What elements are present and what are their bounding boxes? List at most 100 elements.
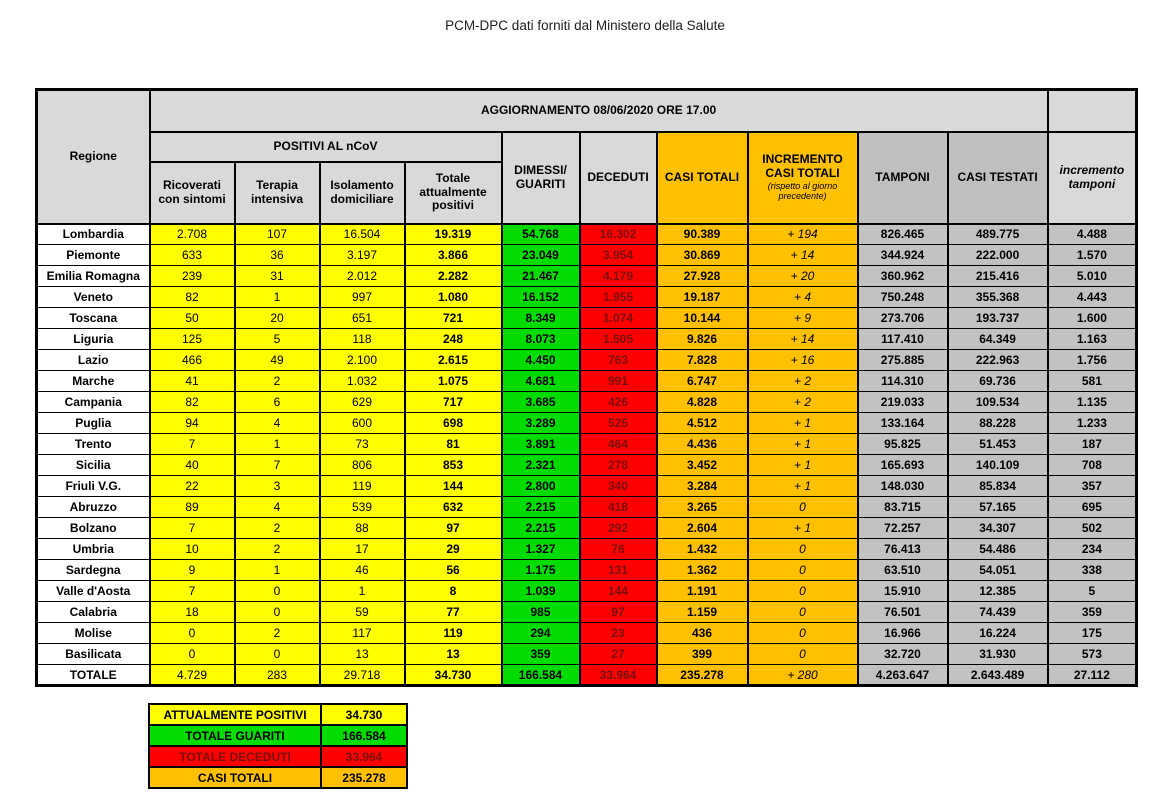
cell-casi-totali: 4.828: [655, 391, 749, 413]
cell-terapia-intensiva: 5: [233, 328, 321, 350]
cell-casi-totali: 1.432: [655, 538, 749, 560]
cell-tamponi: 95.825: [856, 433, 949, 455]
cell-totale-positivi: 717: [403, 391, 503, 413]
cell-ricoverati: 2.708: [148, 223, 236, 245]
cell-ricoverati: 82: [148, 286, 236, 308]
cell-isolamento: 1.032: [318, 370, 406, 392]
cell-totale-positivi: 119: [403, 622, 503, 644]
cell-dimessi-guariti: 3.289: [500, 412, 581, 434]
summary-label: ATTUALMENTE POSITIVI: [148, 703, 322, 726]
cell-dimessi-guariti: 985: [500, 601, 581, 623]
cell-terapia-intensiva: 3: [233, 475, 321, 497]
cell-totale-positivi: 1.075: [403, 370, 503, 392]
summary-value: 33.964: [320, 745, 408, 768]
cell-isolamento: 46: [318, 559, 406, 581]
cell-isolamento: 13: [318, 643, 406, 665]
cell-isolamento: 539: [318, 496, 406, 518]
cell-dimessi-guariti: 2.215: [500, 496, 581, 518]
cell-incremento-casi: + 4: [746, 286, 859, 308]
cell-dimessi-guariti: 8.073: [500, 328, 581, 350]
cell-casi-totali: 399: [655, 643, 749, 665]
table-row: Friuli V.G. 22 3 119 144 2.800 340 3.284 + 1 148.…: [35, 475, 1138, 497]
cell-totale-positivi: 144: [403, 475, 503, 497]
region-name: Lazio: [35, 349, 151, 371]
cell-ricoverati: 633: [148, 244, 236, 266]
cell-tamponi: 15.910: [856, 580, 949, 602]
cell-totale-positivi: 8: [403, 580, 503, 602]
cell-incremento-tamponi: 1.135: [1046, 391, 1138, 413]
summary-label: TOTALE GUARITI: [148, 724, 322, 747]
cell-incremento-casi: + 14: [746, 328, 859, 350]
cell-casi-totali: 436: [655, 622, 749, 644]
cell-tamponi: 72.257: [856, 517, 949, 539]
cell-incremento-tamponi: 359: [1046, 601, 1138, 623]
cell-tamponi: 165.693: [856, 454, 949, 476]
region-name: Marche: [35, 370, 151, 392]
cell-terapia-intensiva: 6: [233, 391, 321, 413]
cell-tamponi: 63.510: [856, 559, 949, 581]
column-header-deceduti: DECEDUTI: [578, 130, 658, 225]
cell-ricoverati: 9: [148, 559, 236, 581]
region-name: Sicilia: [35, 454, 151, 476]
cell-tamponi: 133.164: [856, 412, 949, 434]
cell-incremento-tamponi: 175: [1046, 622, 1138, 644]
cell-terapia-intensiva: 1: [233, 286, 321, 308]
table-row: Lazio 466 49 2.100 2.615 4.450 763 7.828 + 16 275…: [35, 349, 1138, 371]
cell-ricoverati: 41: [148, 370, 236, 392]
cell-ricoverati: 18: [148, 601, 236, 623]
table-row: Valle d'Aosta 7 0 1 8 1.039 144 1.191 0 15.910 12.…: [35, 580, 1138, 602]
cell-incremento-tamponi: 708: [1046, 454, 1138, 476]
cell-totale-positivi: 248: [403, 328, 503, 350]
cell-incremento-casi: 0: [746, 538, 859, 560]
cell-totale-positivi: 632: [403, 496, 503, 518]
cell-incremento-casi: 0: [746, 580, 859, 602]
cell-isolamento: 73: [318, 433, 406, 455]
summary-value: 34.730: [320, 703, 408, 726]
cell-terapia-intensiva: 4: [233, 412, 321, 434]
cell-totale-positivi: 2.282: [403, 265, 503, 287]
cell-deceduti: 97: [578, 601, 658, 623]
cell-incremento-casi: + 16: [746, 349, 859, 371]
cell-tamponi: 148.030: [856, 475, 949, 497]
cell-dimessi-guariti: 54.768: [500, 223, 581, 245]
summary-label: CASI TOTALI: [148, 766, 322, 789]
cell-totale-positivi: 19.319: [403, 223, 503, 245]
cell-dimessi-guariti: 2.321: [500, 454, 581, 476]
cell-dimessi-guariti: 359: [500, 643, 581, 665]
table-row: Lombardia 2.708 107 16.504 19.319 54.768 16.30…: [35, 223, 1138, 245]
column-header-incremento-tamponi: incremento tamponi: [1046, 130, 1138, 225]
cell-totale-positivi: 853: [403, 454, 503, 476]
cell-dimessi-guariti: 21.467: [500, 265, 581, 287]
cell-deceduti: 144: [578, 580, 658, 602]
cell-casi-totali: 9.826: [655, 328, 749, 350]
cell-dimessi-guariti: 23.049: [500, 244, 581, 266]
cell-incremento-tamponi: 187: [1046, 433, 1138, 455]
cell-incremento-tamponi: 1.756: [1046, 349, 1138, 371]
cell-deceduti: 340: [578, 475, 658, 497]
total-row: TOTALE 4.729 283 29.718 34.730 166.584 33.964 2…: [35, 664, 1138, 686]
cell-dimessi-guariti: 3.891: [500, 433, 581, 455]
region-name: Liguria: [35, 328, 151, 350]
cell-incremento-casi: + 1: [746, 454, 859, 476]
cell-casi-testati: 355.368: [946, 286, 1049, 308]
cell-incremento-casi: 0: [746, 622, 859, 644]
cell-incremento-tamponi: 502: [1046, 517, 1138, 539]
table-row: Marche 41 2 1.032 1.075 4.681 991 6.747 + 2 114.3…: [35, 370, 1138, 392]
cell-casi-testati: 88.228: [946, 412, 1049, 434]
cell-casi-totali: 1.191: [655, 580, 749, 602]
cell-casi-testati: 222.963: [946, 349, 1049, 371]
cell-terapia-intensiva: 31: [233, 265, 321, 287]
column-header-isolamento: Isolamento domiciliare: [318, 160, 406, 225]
cell-ricoverati: 0: [148, 643, 236, 665]
column-header-totale-positivi: Totale attualmente positivi: [403, 160, 503, 225]
table-row: Molise 0 2 117 119 294 23 436 0 16.966 16.224 175: [35, 622, 1138, 644]
summary-box: ATTUALMENTE POSITIVI 34.730 TOTALE GUARITI…: [148, 703, 408, 789]
cell-casi-testati: 193.737: [946, 307, 1049, 329]
cell-deceduti: 763: [578, 349, 658, 371]
cell-casi-totali: 19.187: [655, 286, 749, 308]
cell-terapia-intensiva: 283: [233, 664, 321, 686]
cell-tamponi: 83.715: [856, 496, 949, 518]
cell-casi-testati: 64.349: [946, 328, 1049, 350]
cell-dimessi-guariti: 4.681: [500, 370, 581, 392]
cell-tamponi: 344.924: [856, 244, 949, 266]
